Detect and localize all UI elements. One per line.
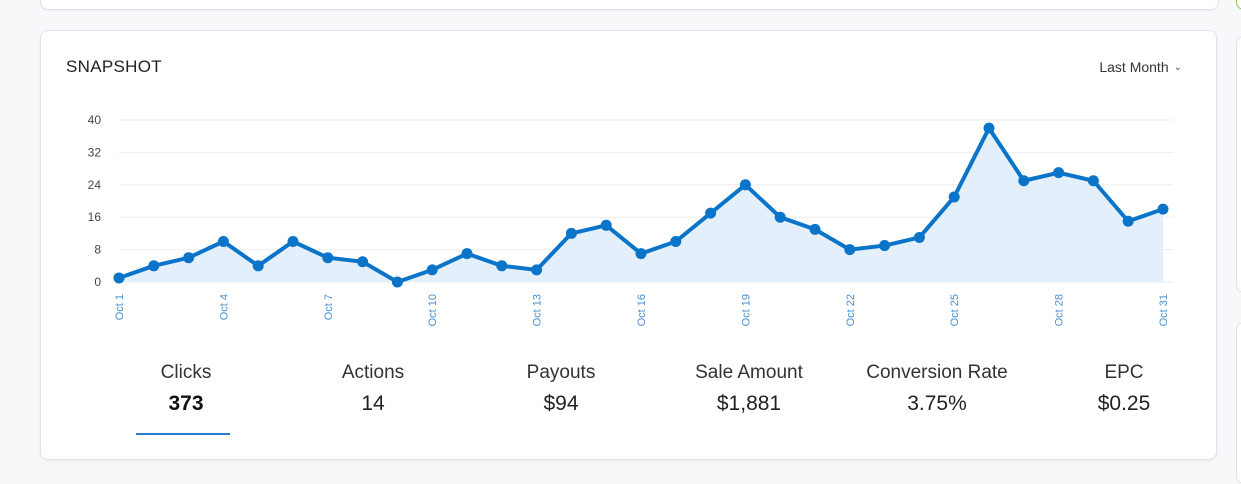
data-point — [705, 207, 717, 219]
data-point — [496, 260, 508, 272]
stat-epc[interactable]: EPC $0.25 — [1049, 361, 1199, 417]
stat-value: $1,881 — [716, 392, 782, 415]
side-card — [1236, 36, 1241, 293]
x-tick-label: Oct 13 — [532, 294, 544, 326]
stat-label: EPC — [1104, 362, 1144, 383]
x-tick-label: Oct 28 — [1054, 294, 1066, 326]
data-point — [287, 236, 299, 247]
data-point — [948, 191, 960, 203]
data-point — [913, 231, 925, 243]
y-tick-label: 32 — [88, 145, 102, 159]
data-point — [531, 264, 543, 276]
data-point — [983, 122, 995, 134]
card-title: SNAPSHOT — [66, 57, 162, 76]
stat-label: Clicks — [160, 362, 212, 383]
stat-clicks[interactable]: Clicks 373 — [111, 361, 261, 435]
data-point — [148, 260, 160, 272]
stat-value: 3.75% — [907, 392, 967, 415]
x-tick-label: Oct 25 — [949, 294, 961, 326]
data-point — [1018, 175, 1030, 187]
snapshot-chart: 0 8 16 24 32 40 Oct 1 Oct 4 Oct 7 Oct 10 Oct 13 Oct… — [88, 113, 1173, 326]
y-tick-label: 8 — [94, 243, 101, 257]
data-point — [739, 179, 751, 191]
y-tick-label: 16 — [88, 210, 102, 224]
stat-payouts[interactable]: Payouts $94 — [486, 361, 636, 417]
chevron-down-icon: ⌄ — [1173, 61, 1182, 73]
y-tick-label: 40 — [88, 113, 102, 127]
data-point — [322, 252, 334, 264]
data-point — [357, 256, 369, 268]
data-point — [565, 227, 577, 239]
x-tick-label: Oct 19 — [740, 294, 752, 326]
stat-label: Actions — [341, 362, 405, 383]
active-tab-indicator — [136, 433, 230, 435]
data-point — [391, 276, 403, 288]
data-point — [217, 236, 229, 247]
stat-label: Payouts — [526, 362, 596, 383]
data-point — [461, 248, 473, 260]
stat-conversion-rate[interactable]: Conversion Rate 3.75% — [837, 361, 1037, 417]
data-point — [635, 248, 647, 260]
stat-label: Sale Amount — [695, 362, 803, 383]
x-tick-label: Oct 1 — [114, 294, 126, 320]
data-point — [1157, 203, 1169, 215]
x-tick-label: Oct 7 — [323, 294, 335, 320]
side-card-lower — [1236, 322, 1241, 484]
data-point — [1122, 215, 1134, 227]
data-point — [1087, 175, 1099, 187]
y-tick-label: 0 — [94, 275, 101, 289]
date-range-label: Last Month — [1099, 59, 1169, 75]
data-point — [113, 272, 125, 284]
data-point — [879, 240, 891, 252]
x-tick-label: Oct 31 — [1158, 294, 1170, 326]
x-tick-label: Oct 10 — [427, 294, 439, 326]
date-range-dropdown[interactable]: Last Month ⌄ — [1099, 59, 1182, 75]
stat-value: 373 — [168, 392, 204, 415]
data-point — [670, 236, 682, 247]
data-point — [183, 252, 195, 264]
x-tick-label: Oct 16 — [636, 294, 648, 326]
previous-card — [40, 0, 1219, 10]
data-point — [600, 219, 612, 231]
snapshot-card: SNAPSHOT Last Month ⌄ 0 8 16 24 32 40 Oct 1 Oct… — [40, 30, 1217, 460]
stat-actions[interactable]: Actions 14 — [298, 361, 448, 417]
stat-value: $0.25 — [1097, 392, 1151, 415]
x-tick-label: Oct 22 — [845, 294, 857, 326]
side-card-top — [1236, 0, 1241, 10]
x-tick-label: Oct 4 — [218, 294, 230, 320]
data-point — [844, 244, 856, 256]
stat-value: $94 — [543, 392, 579, 415]
stat-sale-amount[interactable]: Sale Amount $1,881 — [674, 361, 824, 417]
data-point — [1053, 167, 1065, 179]
data-point — [426, 264, 438, 276]
stats-row: Clicks 373 Actions 14 Payouts $94 Sale A… — [66, 361, 1193, 441]
y-tick-label: 24 — [88, 178, 102, 192]
data-point — [809, 223, 821, 235]
stat-value: 14 — [361, 392, 385, 415]
data-point — [252, 260, 264, 272]
stat-label: Conversion Rate — [866, 362, 1008, 383]
data-point — [774, 211, 786, 223]
